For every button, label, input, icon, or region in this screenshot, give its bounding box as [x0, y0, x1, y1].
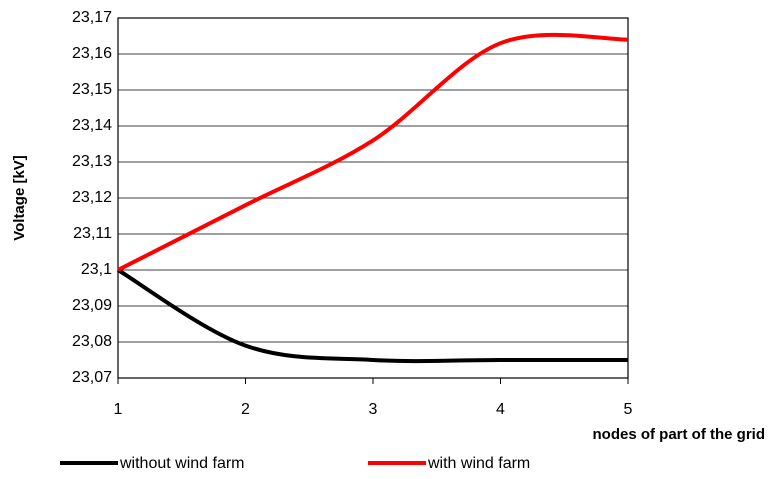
y-tick-label: 23,11 [73, 225, 112, 242]
y-tick-label: 23,07 [72, 369, 112, 386]
y-tick-label: 23,15 [72, 81, 112, 98]
y-tick-label: 23,13 [72, 153, 112, 170]
plot-frame [117, 17, 629, 379]
y-tick-label: 23,14 [72, 117, 112, 134]
y-tick-label: 23,1 [81, 261, 112, 278]
y-axis-title: Voltage [kV] [11, 155, 28, 241]
y-tick-label: 23,16 [72, 45, 112, 62]
x-tick-label: 4 [496, 401, 505, 418]
series-line [117, 32, 629, 272]
x-tick-label: 1 [114, 401, 123, 418]
x-tick-label: 3 [369, 401, 378, 418]
legend-label: with wind farm [427, 455, 530, 472]
x-tick-label: 2 [241, 401, 250, 418]
y-tick-label: 23,09 [72, 297, 112, 314]
x-axis-title: nodes of part of the grid [593, 426, 766, 443]
series-line [116, 268, 628, 364]
x-tick-label: 5 [624, 401, 633, 418]
y-tick-label: 23,17 [72, 9, 112, 26]
y-tick-label: 23,08 [72, 333, 112, 350]
y-tick-label: 23,12 [72, 189, 112, 206]
legend-label: without wind farm [119, 455, 245, 472]
